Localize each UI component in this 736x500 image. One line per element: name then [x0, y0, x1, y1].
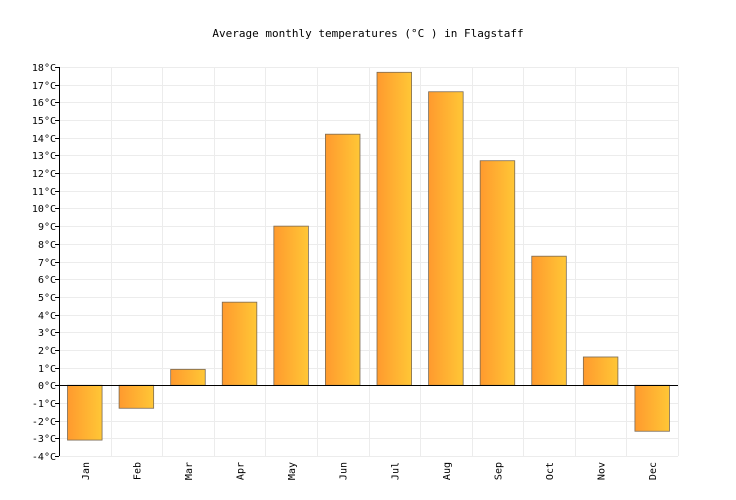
y-tick-label: 8°C — [38, 240, 56, 251]
bar-aug — [428, 91, 464, 386]
y-tick-label: 3°C — [38, 328, 56, 339]
bar-may — [273, 225, 309, 386]
y-tick-label: 16°C — [32, 98, 56, 109]
x-tick-label: Apr — [236, 462, 247, 480]
y-tick-label: 13°C — [32, 151, 56, 162]
bar-sep — [479, 160, 516, 386]
y-tick-label: 10°C — [32, 204, 56, 215]
chart-title: Average monthly temperatures (°C ) in Fl… — [212, 27, 523, 40]
x-tick-label: Jan — [81, 462, 92, 480]
plot-area: -4°C -3°C -2°C -1°C 0°C 1°C 2°C 3°C 4°C 5°C 6°C 7°C… — [32, 63, 679, 480]
y-tick-label: 12°C — [32, 169, 56, 180]
bar-jun — [325, 133, 361, 386]
y-tick-label: -4°C — [32, 452, 56, 463]
y-tick-label: 14°C — [32, 134, 56, 145]
y-tick-label: 11°C — [32, 187, 56, 198]
y-tick-label: 15°C — [32, 116, 56, 127]
x-tick-label: Dec — [648, 462, 659, 480]
y-tick-label: 4°C — [38, 311, 56, 322]
bar-apr — [221, 301, 258, 386]
x-tick-label: Sep — [493, 462, 504, 480]
x-tick-label: Feb — [132, 462, 143, 480]
y-tick-label: -3°C — [32, 434, 56, 445]
y-tick-label: 18°C — [32, 63, 56, 74]
y-tick-label: 0°C — [38, 381, 56, 392]
y-tick-label: 17°C — [32, 81, 56, 92]
y-tick-label: 5°C — [38, 293, 56, 304]
x-tick-label: Aug — [442, 462, 453, 480]
y-tick-label: 1°C — [38, 364, 56, 375]
x-tick-label: Jul — [390, 462, 401, 480]
x-tick-label: May — [287, 462, 298, 480]
y-tick-label: 9°C — [38, 222, 56, 233]
bar-oct — [531, 255, 567, 386]
y-tick-label: 6°C — [38, 275, 56, 286]
x-tick-label: Jun — [339, 462, 350, 480]
bar-mar — [170, 368, 206, 386]
y-tick-label: -2°C — [32, 417, 56, 428]
bar-jan — [67, 384, 103, 441]
y-tick-label: 7°C — [38, 258, 56, 269]
bar-feb — [118, 384, 155, 409]
x-tick-label: Mar — [184, 462, 195, 480]
bar-jul — [376, 71, 412, 386]
x-tick-label: Oct — [545, 462, 556, 480]
x-tick-label: Nov — [597, 462, 608, 480]
bar-nov — [582, 356, 619, 386]
y-tick-label: -1°C — [32, 399, 56, 410]
bar-dec — [634, 384, 670, 432]
y-tick-label: 2°C — [38, 346, 56, 357]
